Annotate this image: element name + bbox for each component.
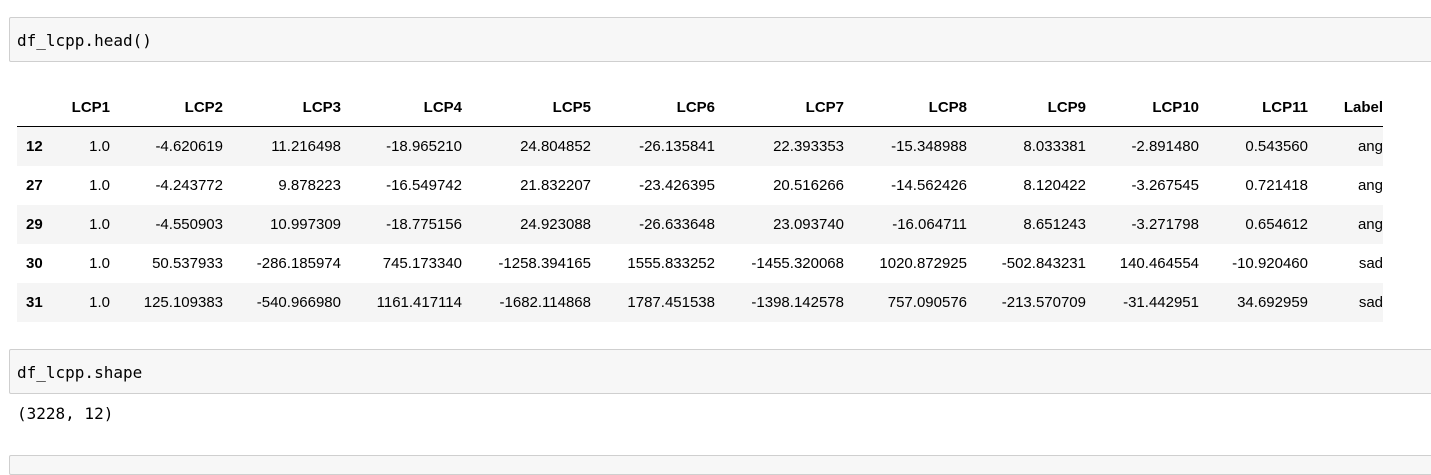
column-header: LCP8 <box>844 88 967 127</box>
column-header: LCP10 <box>1086 88 1199 127</box>
table-cell: 1555.833252 <box>627 255 715 272</box>
table-header-row: LCP1 LCP2 LCP3 LCP4 LCP5 LCP6 LCP7 LCP8 LCP9 LCP1… <box>17 88 1383 127</box>
row-index: 12 <box>26 138 43 155</box>
table-cell: -18.775156 <box>386 216 462 233</box>
table-cell: -3.271798 <box>1131 216 1199 233</box>
table-cell: -16.064711 <box>892 216 967 233</box>
column-header: LCP2 <box>110 88 223 127</box>
table-cell: 1161.417114 <box>376 294 462 311</box>
column-header: LCP5 <box>462 88 591 127</box>
table-cell: -18.965210 <box>386 138 462 155</box>
code-cell-head[interactable]: df_lcpp.head() <box>9 17 1431 62</box>
table-cell: ang <box>1357 216 1383 233</box>
table-cell: 24.804852 <box>520 138 591 155</box>
column-header: LCP6 <box>591 88 715 127</box>
table-cell: sad <box>1358 294 1383 311</box>
dataframe-table: LCP1 LCP2 LCP3 LCP4 LCP5 LCP6 LCP7 LCP8 LCP9 LCP1… <box>17 88 1383 322</box>
code-input-head[interactable]: df_lcpp.head() <box>17 31 152 50</box>
table-cell: ang <box>1357 177 1383 194</box>
table-cell: 0.721418 <box>1245 177 1308 194</box>
table-cell: -4.620619 <box>155 138 223 155</box>
index-header <box>17 88 65 127</box>
table-cell: 1.0 <box>89 138 110 155</box>
column-header: LCP4 <box>341 88 462 127</box>
table-cell: -540.966980 <box>256 294 341 311</box>
row-index: 30 <box>26 255 43 272</box>
table-cell: 24.923088 <box>520 216 591 233</box>
code-cell-next[interactable] <box>9 455 1431 475</box>
table-cell: 1020.872925 <box>879 255 967 272</box>
table-cell: 11.216498 <box>271 138 341 155</box>
table-cell: 20.516266 <box>773 177 844 194</box>
row-index: 31 <box>26 294 43 311</box>
table-cell: 0.654612 <box>1245 216 1308 233</box>
table-cell: -2.891480 <box>1131 138 1199 155</box>
table-cell: -26.135841 <box>639 138 715 155</box>
table-cell: 1.0 <box>89 216 110 233</box>
table-cell: -26.633648 <box>639 216 715 233</box>
table-cell: 745.173340 <box>382 255 462 272</box>
table-cell: 21.832207 <box>520 177 591 194</box>
table-cell: 140.464554 <box>1119 255 1199 272</box>
table-cell: -1682.114868 <box>499 294 591 311</box>
table-cell: ang <box>1357 138 1383 155</box>
table-cell: 8.651243 <box>1023 216 1086 233</box>
table-cell: -1398.142578 <box>751 294 844 311</box>
row-index: 27 <box>26 177 43 194</box>
shape-output: (3228, 12) <box>17 404 114 423</box>
column-header: LCP7 <box>715 88 844 127</box>
table-cell: -16.549742 <box>386 177 462 194</box>
column-header: LCP11 <box>1199 88 1308 127</box>
column-header: LCP1 <box>65 88 110 127</box>
table-cell: -213.570709 <box>1001 294 1086 311</box>
table-cell: 757.090576 <box>887 294 967 311</box>
code-cell-shape[interactable]: df_lcpp.shape <box>9 349 1431 394</box>
table-cell: 23.093740 <box>773 216 844 233</box>
table-cell: 125.109383 <box>143 294 223 311</box>
row-index: 29 <box>26 216 43 233</box>
column-header: Label <box>1308 88 1383 127</box>
table-cell: 1.0 <box>89 177 110 194</box>
table-cell: 8.120422 <box>1023 177 1086 194</box>
table-row: 29 1.0 -4.550903 10.997309 -18.775156 24.9230… <box>17 205 1383 244</box>
table-cell: -15.348988 <box>891 138 967 155</box>
table-cell: -4.243772 <box>155 177 223 194</box>
table-cell: -23.426395 <box>639 177 715 194</box>
table-cell: 50.537933 <box>152 255 223 272</box>
table-cell: 0.543560 <box>1245 138 1308 155</box>
table-cell: -10.920460 <box>1232 255 1308 272</box>
table-cell: 1.0 <box>89 255 110 272</box>
table-cell: -14.562426 <box>891 177 967 194</box>
table-cell: -31.442951 <box>1123 294 1199 311</box>
table-cell: 10.997309 <box>270 216 341 233</box>
table-cell: sad <box>1358 255 1383 272</box>
table-row: 30 1.0 50.537933 -286.185974 745.173340 -1258… <box>17 244 1383 283</box>
table-row: 27 1.0 -4.243772 9.878223 -16.549742 21.83220… <box>17 166 1383 205</box>
table-cell: -1258.394165 <box>498 255 591 272</box>
table-cell: -286.185974 <box>256 255 341 272</box>
table-row: 31 1.0 125.109383 -540.966980 1161.417114 -16… <box>17 283 1383 322</box>
table-cell: -502.843231 <box>1001 255 1086 272</box>
table-cell: 22.393353 <box>773 138 844 155</box>
table-cell: 1.0 <box>89 294 110 311</box>
table-cell: 1787.451538 <box>627 294 715 311</box>
table-cell: 8.033381 <box>1023 138 1086 155</box>
column-header: LCP3 <box>223 88 341 127</box>
table-cell: -4.550903 <box>155 216 223 233</box>
table-row: 12 1.0 -4.620619 11.216498 -18.965210 24.8048… <box>17 126 1383 166</box>
table-cell: -3.267545 <box>1131 177 1199 194</box>
table-cell: 34.692959 <box>1237 294 1308 311</box>
table-cell: -1455.320068 <box>751 255 844 272</box>
table-cell: 9.878223 <box>278 177 341 194</box>
column-header: LCP9 <box>967 88 1086 127</box>
code-input-shape[interactable]: df_lcpp.shape <box>17 363 143 382</box>
